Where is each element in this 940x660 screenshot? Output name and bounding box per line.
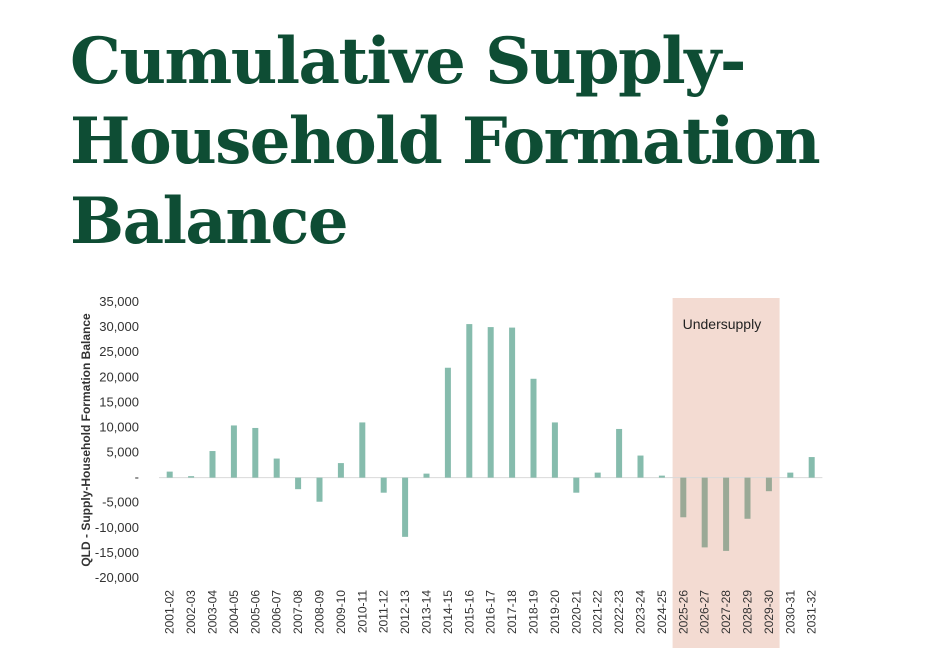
y-tick-label: -15,000 (95, 545, 139, 560)
x-tick-label: 2009-10 (334, 590, 348, 634)
x-tick-label: 2031-32 (805, 590, 819, 634)
x-tick-label: 2021-22 (591, 590, 605, 634)
bar (530, 378, 537, 478)
x-tick-label: 2022-23 (612, 590, 626, 634)
x-tick-label: 2001-02 (163, 590, 177, 634)
y-axis-label: QLD - Supply-Household Formation Balance (79, 313, 93, 567)
bar (573, 477, 580, 493)
bar (701, 477, 708, 548)
x-tick-label: 2011-12 (377, 590, 391, 633)
bar (466, 324, 473, 478)
bar (188, 476, 195, 478)
y-tick-label: 10,000 (99, 419, 139, 434)
title-line-1: Cumulative Supply- (70, 24, 746, 99)
x-tick-label: 2008-09 (313, 590, 327, 634)
bar (230, 425, 237, 478)
bar (252, 427, 259, 478)
x-tick-label: 2014-15 (441, 590, 455, 634)
bar (316, 477, 323, 502)
bar (723, 477, 730, 551)
x-tick-label: 2004-05 (227, 590, 241, 634)
x-tick-label: 2005-06 (248, 590, 262, 634)
y-tick-label: 35,000 (99, 294, 139, 309)
bar (658, 475, 665, 478)
bar (680, 477, 687, 518)
x-tick-label: 2029-30 (762, 590, 776, 634)
x-tick-label: 2027-28 (719, 590, 733, 634)
bar (444, 367, 451, 478)
bar (744, 477, 751, 519)
bar (359, 422, 366, 478)
title-line-2: Household Formation (70, 104, 821, 179)
bar (380, 477, 387, 493)
bar (402, 477, 409, 537)
x-tick-label: 2024-25 (655, 590, 669, 634)
bar (551, 422, 558, 478)
y-tick-label: 20,000 (99, 369, 139, 384)
y-tick-label: 25,000 (99, 344, 139, 359)
y-tick-label: -20,000 (95, 570, 139, 585)
x-tick-label: 2006-07 (270, 590, 284, 634)
bar (509, 327, 516, 478)
x-tick-label: 2010-11 (355, 590, 369, 633)
x-tick-label: 2026-27 (698, 590, 712, 634)
x-tick-label: 2013-14 (420, 590, 434, 634)
x-tick-label: 2025-26 (676, 590, 690, 634)
bar (637, 455, 644, 478)
x-tick-label: 2017-18 (505, 590, 519, 634)
x-tick-label: 2012-13 (398, 590, 412, 634)
bar (808, 457, 815, 478)
bar (337, 463, 344, 478)
bar (295, 477, 302, 490)
y-tick-label: - (135, 470, 139, 485)
x-tick-label: 2030-31 (783, 590, 797, 634)
bar (273, 458, 280, 478)
bar (787, 472, 794, 478)
bar (765, 477, 772, 492)
y-tick-label: -10,000 (95, 520, 139, 535)
x-tick-label: 2016-17 (484, 590, 498, 634)
y-tick-label: 15,000 (99, 394, 139, 409)
undersupply-region (672, 298, 780, 648)
undersupply-label: Undersupply (683, 316, 762, 332)
x-tick-label: 2023-24 (634, 590, 648, 634)
chart-title: Cumulative Supply- Household Formation B… (70, 22, 930, 262)
x-tick-label: 2018-19 (527, 590, 541, 634)
bar (166, 471, 173, 478)
x-tick-label: 2015-16 (462, 590, 476, 634)
x-tick-label: 2002-03 (184, 590, 198, 634)
bar (487, 327, 494, 478)
title-line-3: Balance (70, 184, 349, 259)
x-tick-label: 2007-08 (291, 590, 305, 634)
x-tick-label: 2028-29 (741, 590, 755, 634)
y-tick-label: 5,000 (106, 445, 139, 460)
y-tick-label: 30,000 (99, 319, 139, 334)
bar (594, 472, 601, 478)
x-tick-label: 2020-21 (569, 590, 583, 634)
bar (616, 428, 623, 478)
bar (423, 473, 430, 478)
bar (209, 451, 216, 478)
y-tick-label: -5,000 (102, 495, 139, 510)
x-tick-label: 2003-04 (206, 590, 220, 634)
x-tick-label: 2019-20 (548, 590, 562, 634)
